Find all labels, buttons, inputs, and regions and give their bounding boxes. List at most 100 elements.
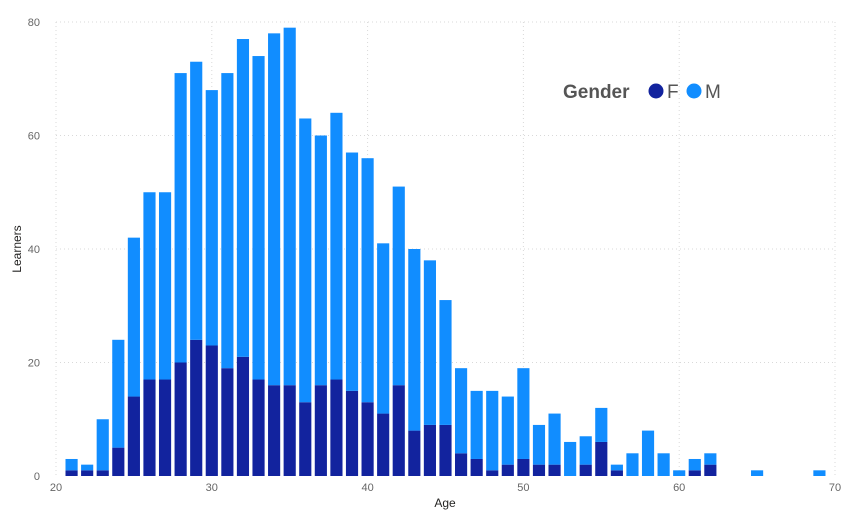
bar-m-age-69[interactable] [813,470,826,476]
bar-m-age-41[interactable] [377,243,390,414]
bar-f-age-47[interactable] [470,458,483,476]
bar-f-age-35[interactable] [283,385,296,476]
axes: 0 20 40 60 80 20 30 40 50 60 70 [28,17,841,494]
bar-m-age-58[interactable] [641,430,655,476]
bar-f-age-56[interactable] [610,470,623,476]
bar-f-age-21[interactable] [65,470,78,476]
bar-f-age-29[interactable] [190,339,203,476]
bar-f-age-41[interactable] [377,413,390,476]
y-tick-label: 0 [34,471,40,483]
bar-f-age-26[interactable] [143,379,156,476]
bar-f-age-27[interactable] [158,379,172,476]
bar-m-age-59[interactable] [657,453,670,476]
bar-m-age-28[interactable] [174,73,187,363]
bar-m-age-49[interactable] [501,396,514,465]
bar-f-age-49[interactable] [501,464,514,476]
bar-m-age-55[interactable] [595,407,608,442]
bar-m-age-30[interactable] [205,90,218,346]
bar-m-age-36[interactable] [299,118,312,403]
bar-f-age-23[interactable] [96,470,109,476]
bar-f-age-33[interactable] [252,379,265,476]
bar-m-age-42[interactable] [392,186,405,386]
x-tick-label: 60 [673,482,685,494]
bar-m-age-65[interactable] [751,470,764,476]
bar-f-age-50[interactable] [517,458,530,476]
bar-f-age-39[interactable] [345,390,359,477]
bar-m-age-34[interactable] [268,33,281,386]
bar-m-age-47[interactable] [470,390,483,459]
y-tick-label: 20 [28,358,40,370]
bar-m-age-27[interactable] [158,192,172,380]
x-tick-label: 20 [50,482,62,494]
bar-m-age-39[interactable] [345,152,359,391]
legend-label-m: M [705,82,721,103]
bar-m-age-24[interactable] [112,339,125,448]
legend-label-f: F [667,82,679,103]
y-axis-title: Learners [10,225,24,272]
bar-m-age-46[interactable] [455,368,468,454]
bar-f-age-38[interactable] [330,379,343,476]
bar-f-age-44[interactable] [423,424,436,476]
bar-m-age-53[interactable] [564,441,577,476]
bar-m-age-23[interactable] [96,419,109,471]
y-tick-label: 60 [28,131,40,143]
bar-m-age-25[interactable] [127,237,140,397]
y-tick-label: 80 [28,17,40,29]
bar-m-age-31[interactable] [221,73,234,369]
bar-m-age-62[interactable] [704,453,717,465]
bar-m-age-50[interactable] [517,368,530,459]
bar-m-age-29[interactable] [190,61,203,340]
legend-marker-m [686,83,702,99]
bar-m-age-40[interactable] [361,158,374,403]
bar-f-age-34[interactable] [268,385,281,476]
bar-m-age-60[interactable] [673,470,686,476]
bar-f-age-43[interactable] [408,430,421,476]
bar-m-age-26[interactable] [143,192,156,380]
bar-m-age-21[interactable] [65,458,78,471]
bar-m-age-43[interactable] [408,249,421,431]
bar-f-age-55[interactable] [595,441,608,476]
bar-f-age-22[interactable] [81,470,94,476]
bar-f-age-40[interactable] [361,402,374,476]
bar-m-age-44[interactable] [423,260,436,425]
legend-marker-f [648,83,664,99]
bar-f-age-31[interactable] [221,368,234,476]
bar-f-age-54[interactable] [579,464,592,476]
bar-f-age-46[interactable] [455,453,468,476]
bar-m-age-38[interactable] [330,112,343,380]
bar-m-age-33[interactable] [252,56,265,380]
bar-f-age-48[interactable] [486,470,499,476]
bar-m-age-52[interactable] [548,413,561,465]
bar-f-age-37[interactable] [314,385,327,476]
bar-m-age-54[interactable] [579,436,592,465]
bar-m-age-37[interactable] [314,135,327,386]
x-tick-label: 30 [206,482,218,494]
bar-m-age-45[interactable] [439,300,452,425]
bar-f-age-36[interactable] [299,402,312,476]
bar-f-age-30[interactable] [205,345,218,476]
bar-f-age-45[interactable] [439,424,452,476]
bar-m-age-61[interactable] [688,458,701,471]
bar-m-age-32[interactable] [236,39,250,357]
bar-f-age-24[interactable] [112,447,125,477]
bar-f-age-61[interactable] [688,470,701,476]
bar-f-age-32[interactable] [236,356,250,476]
bar-m-age-22[interactable] [81,464,94,471]
bar-f-age-52[interactable] [548,464,561,476]
y-tick-label: 40 [28,244,40,256]
x-tick-label: 70 [829,482,841,494]
bar-m-age-48[interactable] [486,390,499,471]
bar-m-age-51[interactable] [532,424,546,465]
bar-f-age-42[interactable] [392,385,405,476]
bar-m-age-57[interactable] [626,453,639,476]
bar-f-age-25[interactable] [127,396,140,476]
bar-f-age-62[interactable] [704,464,717,476]
bar-f-age-28[interactable] [174,362,187,477]
x-tick-label: 50 [517,482,529,494]
bar-m-age-56[interactable] [610,464,623,471]
bar-m-age-35[interactable] [283,27,296,386]
bar-f-age-51[interactable] [532,464,546,476]
